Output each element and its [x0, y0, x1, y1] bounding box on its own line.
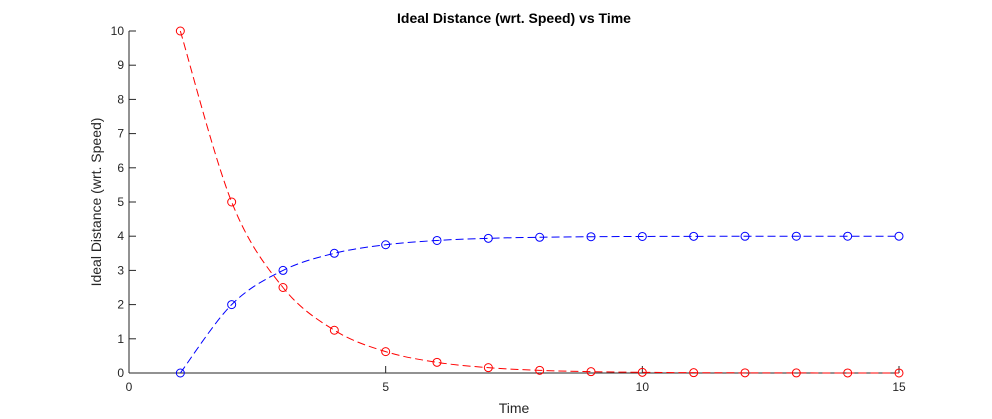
series-1-point: [227, 300, 237, 310]
y-tick-label: 5: [117, 195, 124, 209]
y-tick-label: 4: [117, 229, 124, 243]
series-1-point: [740, 231, 750, 241]
y-tick-label: 10: [111, 24, 125, 38]
y-tick-label: 1: [117, 332, 124, 346]
series-2-point: [535, 365, 545, 375]
series-1-point: [432, 235, 442, 245]
y-tick-label: 2: [117, 298, 124, 312]
series-1-point: [843, 231, 853, 241]
y-tick-label: 6: [117, 161, 124, 175]
series-2-point: [894, 368, 904, 378]
series-1-point: [483, 233, 493, 243]
y-tick-label: 0: [117, 366, 124, 380]
series-1-point: [381, 240, 391, 250]
series-2-point: [432, 357, 442, 367]
series-1-point: [637, 231, 647, 241]
series-2-point: [483, 363, 493, 373]
y-tick-label: 8: [117, 92, 124, 106]
x-tick-label: 15: [892, 380, 906, 394]
series-2-point: [740, 368, 750, 378]
x-tick-label: 10: [636, 380, 650, 394]
series-2-point: [791, 368, 801, 378]
series-1-point: [586, 232, 596, 242]
series-1-point: [175, 368, 185, 378]
series-2-point: [381, 347, 391, 357]
series-1-point: [535, 232, 545, 242]
series-1-point: [329, 248, 339, 258]
chart-title: Ideal Distance (wrt. Speed) vs Time: [397, 10, 631, 26]
series-1-point: [689, 231, 699, 241]
series-2-point: [278, 283, 288, 292]
y-tick-label: 9: [117, 58, 124, 72]
plot-area: 0 5 10 15 0 1 2 3 4 5 6 7 8 9 10: [111, 24, 906, 394]
series-1-point: [791, 231, 801, 241]
series-1-line: [179, 235, 900, 374]
series-1-point: [894, 231, 904, 241]
series-2-point: [689, 368, 699, 378]
series-1-point: [278, 265, 288, 275]
x-tick-label: 5: [382, 380, 389, 394]
y-tick-label: 7: [117, 127, 124, 141]
series-2-point: [175, 26, 185, 36]
series-2-point: [227, 197, 237, 207]
series-2-point: [329, 325, 339, 335]
x-axis-label: Time: [499, 400, 530, 416]
y-axis-label: Ideal Distance (wrt. Speed): [88, 118, 104, 287]
series-2-line: [179, 30, 900, 374]
y-tick-label: 3: [117, 263, 124, 277]
series-2-point: [637, 367, 647, 377]
series-2-point: [843, 368, 853, 378]
series-2-point: [586, 367, 596, 377]
x-tick-label: 0: [126, 380, 133, 394]
